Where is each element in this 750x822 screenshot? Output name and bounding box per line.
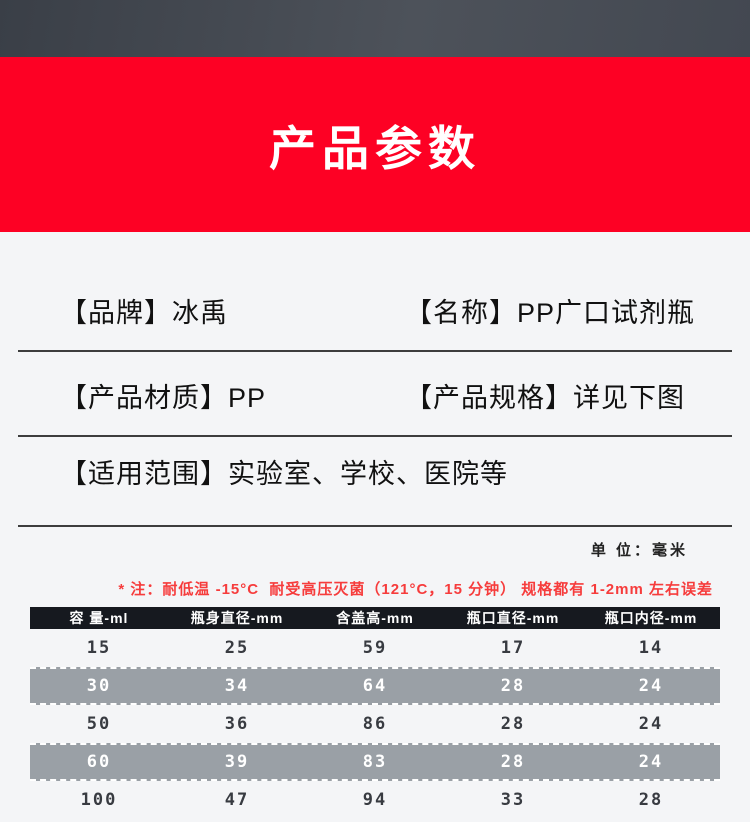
table-cell: 34	[224, 676, 250, 696]
table-row: 100 47 94 33 28	[30, 781, 720, 819]
table-cell: 24	[638, 714, 664, 734]
page-title: 产品参数	[269, 122, 481, 175]
spec-specification: 【产品规格】详见下图	[405, 383, 685, 413]
table-header-cell-mouth-inner-diameter: 瓶口内径-mm	[604, 610, 698, 626]
spec-row-1: 【品牌】冰禹 【名称】PP广口试剂瓶	[18, 232, 732, 352]
table-row: 15 25 59 17 14	[30, 629, 720, 667]
table-header-cell-mouth-diameter: 瓶口直径-mm	[466, 610, 560, 626]
table-cell: 24	[638, 752, 664, 772]
spec-table: 容 量-ml 瓶身直径-mm 含盖高-mm 瓶口直径-mm 瓶口内径-mm 15…	[30, 607, 720, 819]
spec-row-3: 【适用范围】实验室、学校、医院等	[18, 437, 732, 527]
table-cell: 17	[500, 638, 526, 658]
table-header-cell-body-diameter: 瓶身直径-mm	[190, 610, 284, 626]
table-cell: 14	[638, 638, 664, 658]
table-cell: 100	[80, 790, 118, 810]
spec-row-2: 【产品材质】PP 【产品规格】详见下图	[18, 352, 732, 437]
table-cell: 25	[224, 638, 250, 658]
table-cell: 28	[638, 790, 664, 810]
table-row: 60 39 83 28 24	[30, 743, 720, 781]
table-cell: 50	[86, 714, 112, 734]
note-text: * 注：耐低温 -15°C 耐受高压灭菌（121°C，15 分钟） 规格都有 1…	[118, 581, 713, 598]
table-cell: 28	[500, 676, 526, 696]
spec-list: 【品牌】冰禹 【名称】PP广口试剂瓶 【产品材质】PP 【产品规格】详见下图 【…	[0, 232, 750, 527]
table-cell: 39	[224, 752, 250, 772]
table-row: 50 36 86 28 24	[30, 705, 720, 743]
table-cell: 59	[362, 638, 388, 658]
table-cell: 83	[362, 752, 388, 772]
top-dark-band	[0, 0, 750, 57]
table-cell: 24	[638, 676, 664, 696]
table-header-cell-capacity: 容 量-ml	[69, 610, 129, 626]
table-cell: 28	[500, 714, 526, 734]
table-header-row: 容 量-ml 瓶身直径-mm 含盖高-mm 瓶口直径-mm 瓶口内径-mm	[30, 607, 720, 629]
table-cell: 64	[362, 676, 388, 696]
spec-name: 【名称】PP广口试剂瓶	[405, 298, 696, 328]
table-cell: 94	[362, 790, 388, 810]
table-cell: 36	[224, 714, 250, 734]
spec-material: 【产品材质】PP	[60, 383, 267, 413]
unit-label: 单 位：毫米	[590, 542, 688, 559]
table-cell: 28	[500, 752, 526, 772]
table-cell: 30	[86, 676, 112, 696]
spec-application: 【适用范围】实验室、学校、医院等	[60, 459, 508, 489]
table-cell: 15	[86, 638, 112, 658]
product-params-banner: 产品参数	[0, 57, 750, 232]
table-cell: 60	[86, 752, 112, 772]
table-cell: 47	[224, 790, 250, 810]
spec-brand: 【品牌】冰禹	[60, 298, 228, 328]
table-cell: 33	[500, 790, 526, 810]
table-cell: 86	[362, 714, 388, 734]
table-header-cell-height-with-cap: 含盖高-mm	[336, 610, 414, 626]
table-row: 30 34 64 28 24	[30, 667, 720, 705]
